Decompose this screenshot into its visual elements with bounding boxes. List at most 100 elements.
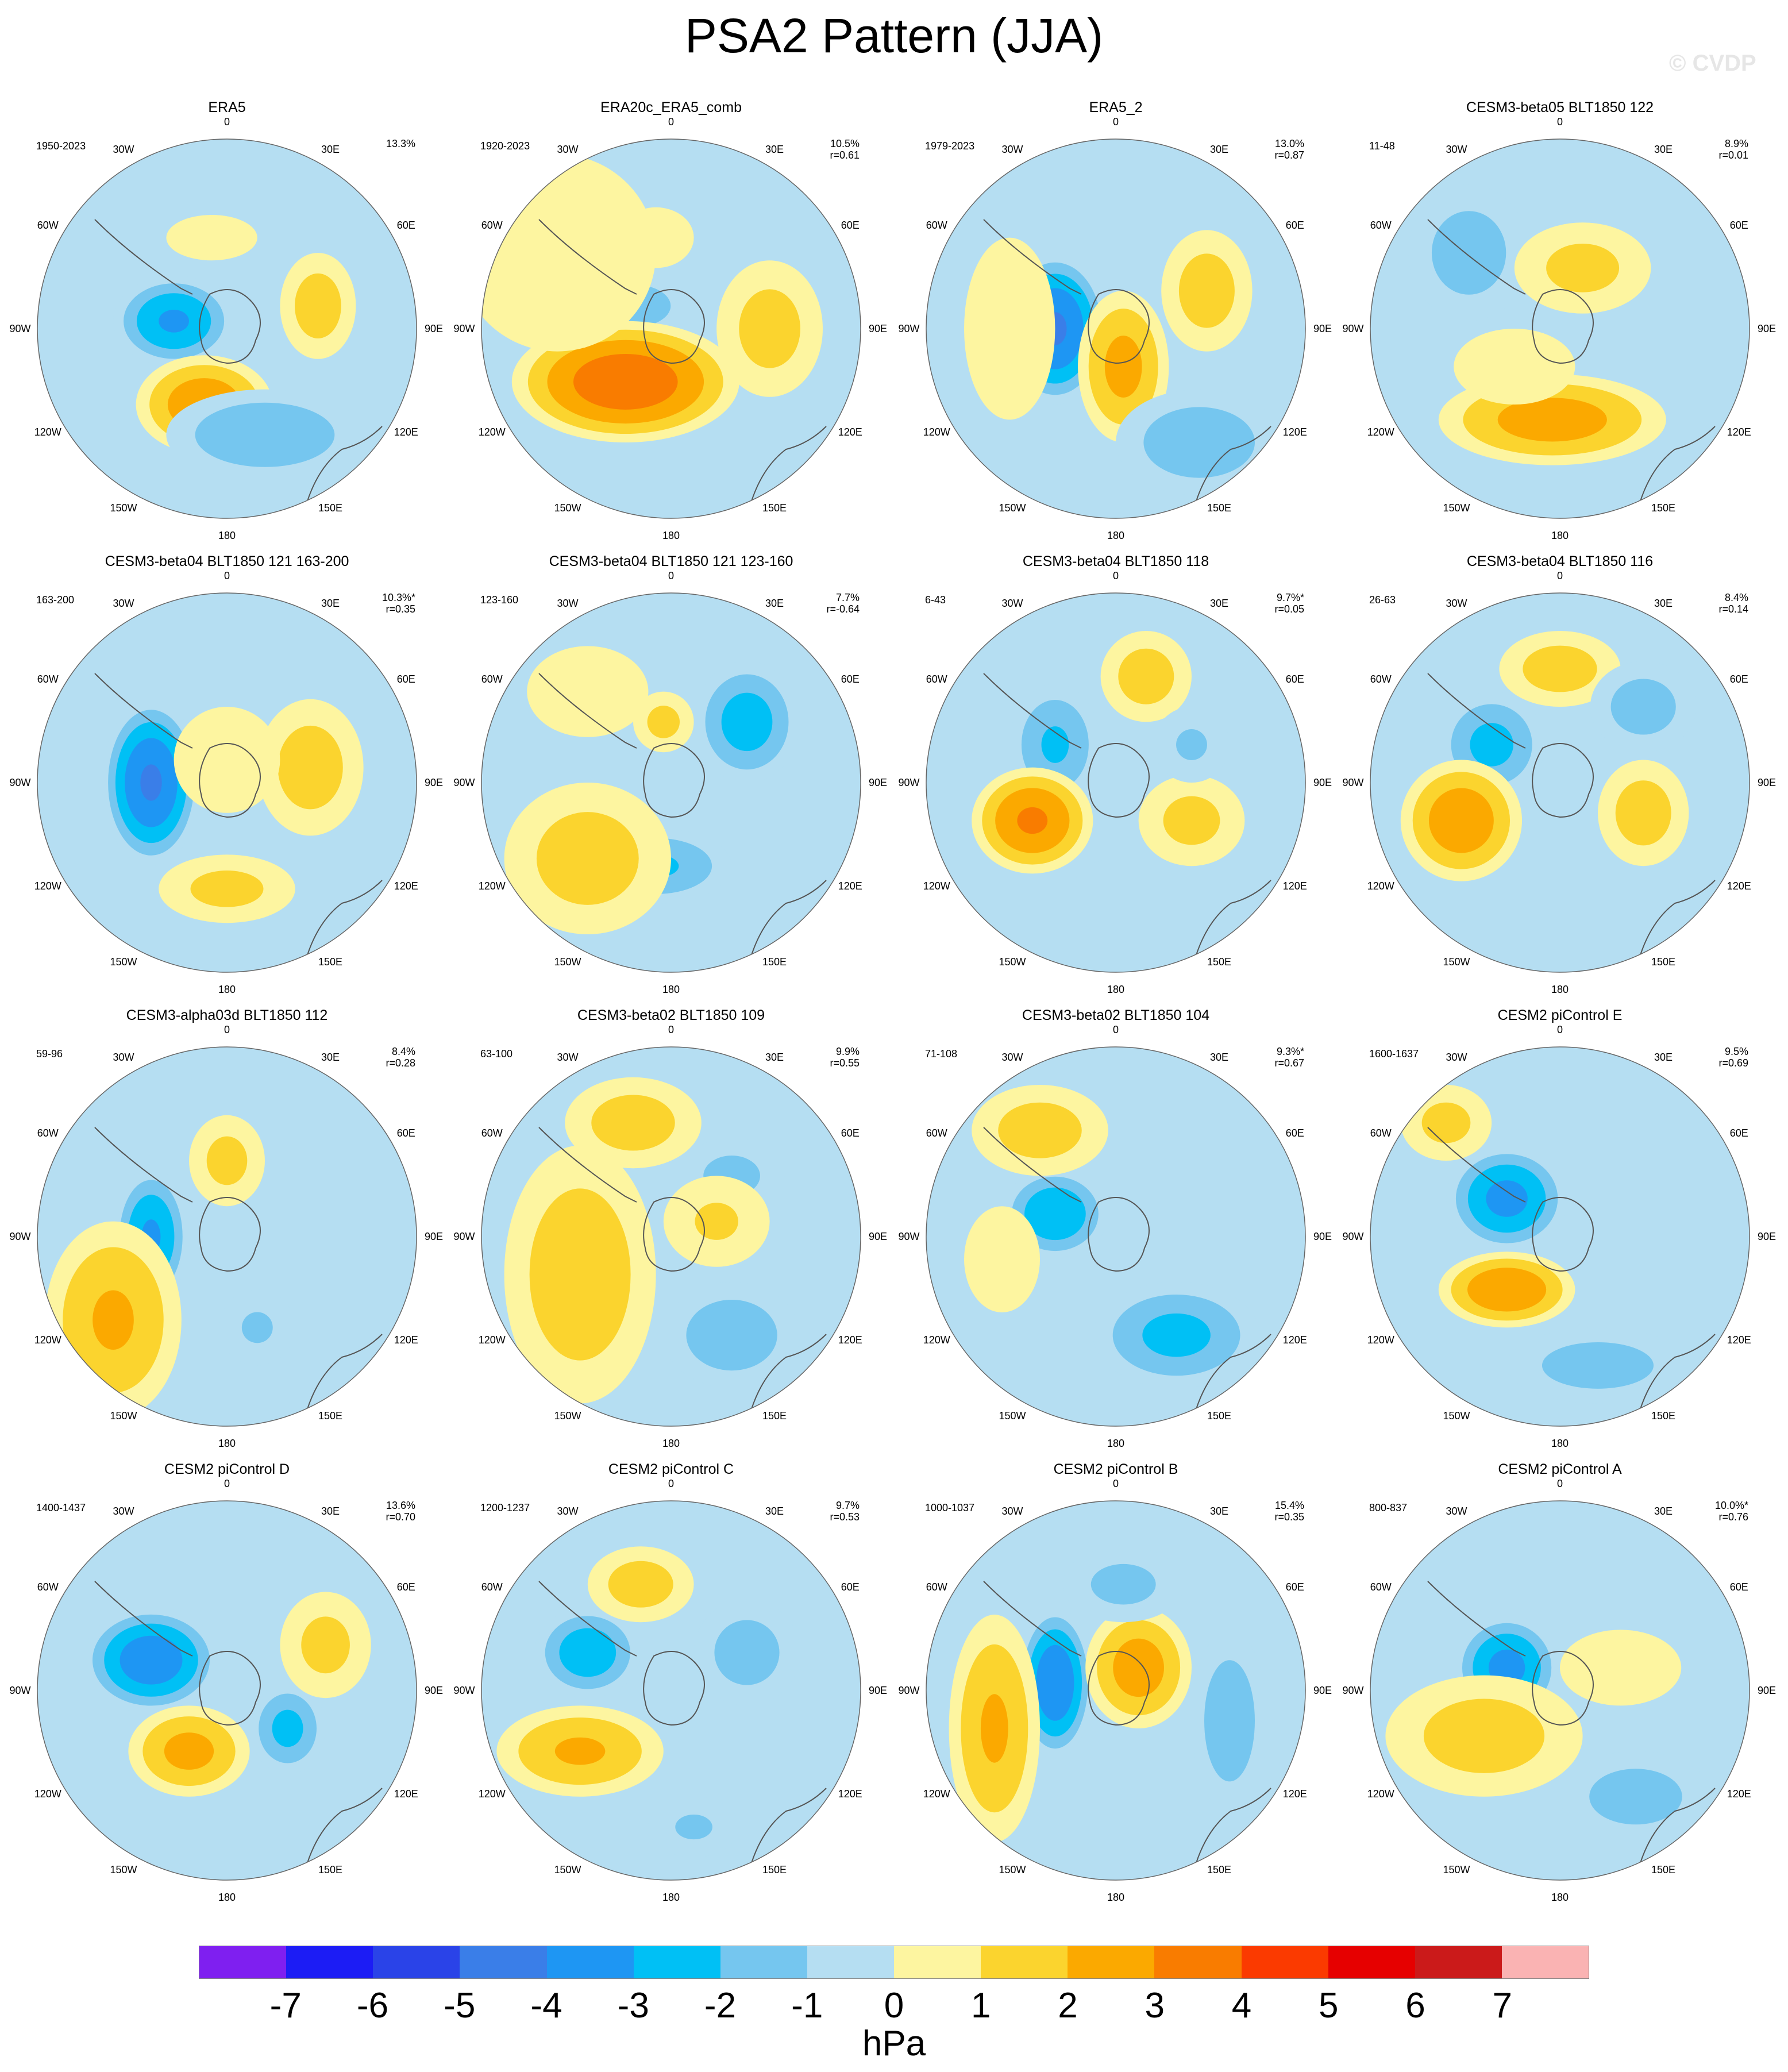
polar-map <box>926 1500 1306 1881</box>
longitude-label: 30W <box>113 1505 134 1518</box>
longitude-label: 150W <box>999 1863 1026 1875</box>
longitude-label: 120E <box>394 1334 418 1346</box>
polar-map <box>37 1500 417 1881</box>
map-panel: CESM2 piControl C 1200-1237 9.7% r=0.53 0 30E… <box>453 1461 887 1903</box>
south-america-coastline <box>1427 1581 1526 1657</box>
panel-variance: 9.7%* <box>1276 592 1304 603</box>
longitude-label: 60E <box>1729 1581 1748 1593</box>
longitude-label: 150W <box>554 1409 581 1422</box>
longitude-label: 180 <box>1107 984 1125 995</box>
anomaly-contour <box>527 646 649 737</box>
longitude-label: 0 <box>223 116 230 128</box>
map-panel: ERA5_2 1979-2023 13.0% r=0.87 0 30E 60E 90E 120E… <box>898 99 1332 541</box>
anomaly-contour <box>1423 1699 1545 1773</box>
longitude-label: 0 <box>1556 570 1563 581</box>
map-border <box>481 592 861 973</box>
longitude-label: 120W <box>1367 1788 1394 1800</box>
anomaly-contour <box>559 1628 616 1677</box>
anomaly-contour <box>529 1188 631 1361</box>
longitude-label: 60E <box>1285 1127 1304 1139</box>
antarctica-coastline <box>1532 743 1594 818</box>
australia-coastline <box>1196 426 1271 502</box>
map-border <box>926 1500 1306 1881</box>
colorbar-tick-label: 1 <box>971 1986 991 2025</box>
map-background <box>37 1501 417 1880</box>
longitude-label: 60E <box>1285 219 1304 231</box>
longitude-label: 30E <box>1654 1052 1673 1064</box>
longitude-label: 90W <box>1342 777 1364 788</box>
longitude-label: 30W <box>557 1505 579 1518</box>
anomaly-contour <box>1113 1638 1164 1697</box>
anomaly-contour <box>159 310 189 333</box>
map-border <box>926 138 1306 519</box>
panel-title: CESM2 piControl D <box>164 1461 290 1477</box>
polar-map <box>1370 138 1750 519</box>
longitude-label: 30E <box>1654 144 1673 156</box>
anomaly-contour <box>964 237 1055 420</box>
longitude-label: 30E <box>1654 598 1673 610</box>
longitude-label: 90E <box>868 1231 888 1242</box>
longitude-label: 120W <box>34 1334 61 1346</box>
longitude-label: 90E <box>868 1685 888 1696</box>
south-america-coastline <box>983 1581 1082 1657</box>
longitude-label: 180 <box>1551 1438 1569 1449</box>
longitude-label: 90E <box>424 777 444 788</box>
polar-map <box>1370 1500 1750 1881</box>
longitude-label: 90E <box>1313 323 1332 334</box>
longitude-label: 0 <box>1556 116 1563 128</box>
map-border <box>481 1500 861 1881</box>
australia-coastline <box>307 426 383 502</box>
longitude-label: 120E <box>1282 426 1307 438</box>
panel-variance: 13.6% <box>386 1500 415 1511</box>
panel-correlation: r=0.67 <box>1274 1057 1304 1069</box>
longitude-label: 180 <box>218 1438 236 1449</box>
longitude-label: 150E <box>318 1409 343 1422</box>
longitude-label: 90E <box>868 777 888 788</box>
colorbar-box <box>1501 1946 1589 1978</box>
south-america-coastline <box>983 673 1082 749</box>
south-america-coastline <box>1427 1127 1526 1203</box>
longitude-label: 150E <box>762 502 787 514</box>
anomaly-contour <box>1454 329 1575 405</box>
polar-map <box>481 1046 861 1427</box>
longitude-label: 120W <box>34 1788 61 1800</box>
antarctica-coastline <box>199 1197 261 1272</box>
longitude-label: 90W <box>898 1685 920 1696</box>
anomaly-contour <box>1615 780 1671 846</box>
panel-variance: 8.4% <box>391 1046 415 1057</box>
anomaly-contour <box>1017 807 1048 834</box>
longitude-label: 0 <box>1112 570 1119 581</box>
map-panel: CESM3-alpha03d BLT1850 112 59-96 8.4% r=0.2… <box>9 1007 443 1449</box>
anomaly-contour <box>1178 253 1235 328</box>
map-border <box>926 592 1306 973</box>
panel-correlation: r=0.70 <box>386 1511 415 1523</box>
longitude-label: 120E <box>394 426 418 438</box>
anomaly-contour <box>1118 648 1174 704</box>
longitude-label: 0 <box>668 116 675 128</box>
map-border <box>37 592 417 973</box>
longitude-label: 180 <box>1551 530 1569 541</box>
longitude-label: 60W <box>926 1581 947 1593</box>
colorbar-tick-label: -1 <box>791 1986 823 2025</box>
longitude-label: 60E <box>396 673 415 685</box>
polar-map <box>1370 592 1750 973</box>
longitude-label: 120W <box>923 426 950 438</box>
australia-coastline <box>751 1334 827 1409</box>
anomaly-contour <box>1041 726 1069 763</box>
panel-title: CESM3-beta04 BLT1850 121 123-160 <box>549 553 793 569</box>
colorbar-box <box>546 1946 634 1978</box>
antarctica-coastline <box>643 1651 705 1726</box>
panel-correlation: r=0.35 <box>1274 1511 1304 1523</box>
longitude-label: 120W <box>478 426 506 438</box>
map-border <box>37 138 417 519</box>
anomaly-contour <box>573 353 678 410</box>
panel-title: CESM3-beta05 BLT1850 122 <box>1466 99 1654 115</box>
longitude-label: 90W <box>898 323 920 334</box>
panel-variance: 10.0%* <box>1714 1500 1748 1511</box>
panel-years: 1950-2023 <box>36 140 86 152</box>
anomaly-contour <box>675 1815 712 1840</box>
panel-correlation: r=-0.64 <box>826 603 860 615</box>
longitude-label: 90E <box>1757 1231 1777 1242</box>
longitude-label: 60E <box>1285 1581 1304 1593</box>
anomaly-contour <box>591 1095 675 1151</box>
